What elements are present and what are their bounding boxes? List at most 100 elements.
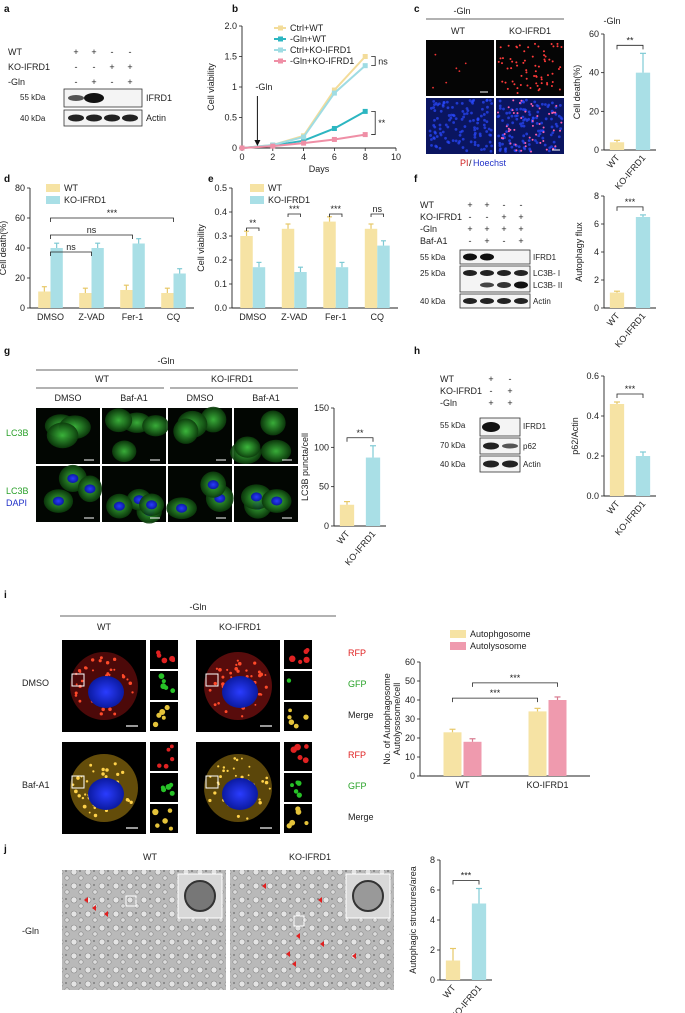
puncta [101,767,105,772]
bar [132,243,145,308]
y-tick-label: 40 [405,695,415,705]
sig-bracket [472,682,558,687]
hoechst-dot [478,132,482,136]
pi-dot [510,67,513,70]
panel-h-kda-70: 70 kDa [440,441,466,450]
merge-dot [538,123,541,126]
hoechst-dot [476,117,480,121]
bar [91,248,104,308]
panel-g-images [36,406,298,524]
data-point [301,140,307,146]
legend-marker [278,47,283,53]
pi-dot [445,81,448,84]
pi-dot [525,69,528,72]
puncta [264,674,267,676]
hoechst-dot [525,119,529,122]
puncta [265,776,269,780]
puncta [131,691,134,694]
puncta [108,707,112,712]
panel-g: g -Gln WT KO-IFRD1 DMSO Baf-A1 DMSO Baf-… [4,346,386,567]
x-tick-label: CQ [371,312,385,322]
sign-mark: + [484,200,489,210]
pi-dot [516,87,519,90]
inset-puncta [167,808,173,813]
band [463,270,477,276]
pi-dot [558,88,561,91]
hoechst-dot [455,101,459,105]
hoechst-dot [535,116,538,120]
hoechst-dot [490,144,494,148]
y-tick-label: 0.0 [214,303,227,313]
legend-marker [278,36,283,42]
hoechst-dot [476,144,480,147]
band [480,298,494,304]
pi-dot [537,45,540,48]
data-point [331,136,337,142]
pi-dot [544,55,547,58]
pi-dot [540,78,543,81]
inset-puncta [170,688,176,694]
sign-mark: - [129,47,132,57]
panel-j-row-gln: -Gln [22,926,39,936]
pi-dot [507,44,510,47]
inset-puncta [158,673,165,680]
puncta [213,791,217,795]
hoechst-dot [550,145,553,149]
puncta [105,768,109,772]
cell [112,440,137,463]
puncta [259,672,264,677]
merge-dot [535,133,538,136]
hoechst-dot [432,136,436,140]
x-tick-label: Z-VAD [78,312,105,322]
pi-dot [559,66,562,69]
x-tick-label: WT [456,780,470,790]
hoechst-dot [538,132,542,136]
hoechst-dot [519,122,522,126]
sig-label: ** [249,218,257,228]
panel-j-group-ko: KO-IFRD1 [289,852,331,862]
hoechst-dot [508,139,511,142]
nucleus [84,484,96,494]
merge-dot [507,130,510,133]
legend-label: Ctrl+WT [290,23,324,33]
pi-dot [519,83,522,86]
hoechst-dot [452,113,455,117]
hoechst-dot [465,149,469,153]
x-tick-label: Fer-1 [122,312,144,322]
legend-swatch [250,196,264,204]
inset-puncta [294,743,301,751]
puncta [99,712,103,716]
puncta [254,703,257,706]
puncta [240,757,243,760]
inset-puncta [286,823,292,829]
pi-dot [542,50,545,53]
hoechst-dot [537,134,541,138]
merge-dot [500,137,503,140]
sig-label: *** [510,673,521,683]
hoechst-dot [485,98,489,102]
hoechst-dot [472,118,475,122]
sign-mark: - [469,212,472,222]
merge-dot [507,106,510,109]
inset-puncta [286,678,292,683]
merge-dot [509,128,512,131]
puncta [91,669,95,672]
puncta [75,683,78,686]
chart-b: 0 0.5 1 1.5 2.0 Cell viability 0 2 4 6 8 10 Days Ctrl… [206,21,401,174]
cell [46,422,79,449]
puncta [217,765,220,768]
hoechst-dot [497,134,501,138]
hoechst-dot [473,128,477,132]
pi-dot [556,42,559,45]
band [514,270,528,276]
y-tick-label: 4 [594,247,599,257]
sign-mark: - [469,236,472,246]
hoechst-dot [432,100,436,103]
hoechst-dot [454,139,458,143]
sig-bracket [371,111,376,135]
y-tick-label: 6 [430,885,435,895]
inset-puncta [161,657,168,664]
sign-mark: + [488,374,493,384]
nucleus [146,500,158,510]
